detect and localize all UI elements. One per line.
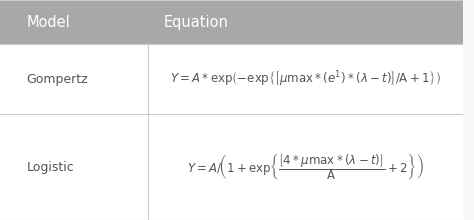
Text: Logistic: Logistic bbox=[27, 161, 74, 174]
Text: $Y = A / \!\left(1 + \exp\!\left\{\dfrac{\left[4 * \mu\mathrm{max} * (\lambda - : $Y = A / \!\left(1 + \exp\!\left\{\dfrac… bbox=[188, 152, 424, 182]
FancyBboxPatch shape bbox=[0, 0, 464, 44]
FancyBboxPatch shape bbox=[0, 44, 464, 114]
Text: Model: Model bbox=[27, 15, 71, 29]
Text: $Y = A * \exp\!\left(-\exp\!\left\{\left[\mu\mathrm{max} * \left(e^{1}\right) * : $Y = A * \exp\!\left(-\exp\!\left\{\left… bbox=[170, 69, 441, 89]
Text: Gompertz: Gompertz bbox=[27, 73, 88, 86]
FancyBboxPatch shape bbox=[0, 114, 464, 220]
Text: Equation: Equation bbox=[164, 15, 229, 29]
